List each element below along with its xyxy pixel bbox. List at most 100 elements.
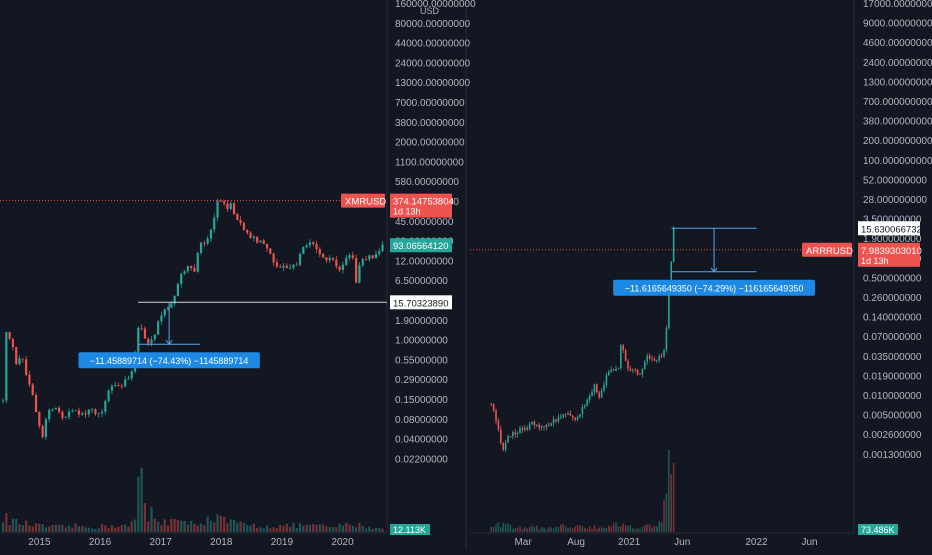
chart2-volume-bar [516, 527, 519, 532]
chart1-volume-bar [269, 528, 272, 532]
chart1-candle [48, 408, 51, 423]
chart2-volume-bar [526, 528, 529, 532]
chart2-measure-label-bg[interactable] [613, 279, 815, 296]
chart2-volume-bar [562, 524, 565, 532]
chart2-candle [605, 372, 608, 388]
chart2-volume-bar [584, 528, 586, 532]
chart1-candle [298, 252, 302, 267]
chart1-volume-bar [196, 525, 199, 532]
chart1-candle [239, 216, 242, 226]
chart1-volume-bar [322, 524, 325, 532]
chart1-volume-bar [180, 520, 183, 532]
chart2-candle [627, 359, 629, 372]
chart1-volume-bar [302, 525, 305, 532]
chart1-volume-bar [190, 520, 193, 532]
chart1-volume-bar [21, 525, 24, 532]
chart1-volume-bar [272, 527, 275, 532]
chart2-volume-bar [641, 526, 644, 532]
chart1-y-tick-label: 0.08000000 [395, 415, 448, 426]
chart1-volume-bar [338, 523, 341, 532]
chart2-x-tick-label: Mar [514, 537, 532, 548]
chart1-candle [21, 358, 24, 363]
chart2-candle [608, 369, 610, 376]
chart1-volume-bar [335, 527, 338, 532]
chart1-measure-label-bg[interactable] [78, 352, 260, 369]
chart1-candle [315, 240, 318, 253]
chart1-volume-bar [153, 518, 156, 532]
chart2-candle [593, 383, 596, 396]
chart2-volume-bar [648, 524, 651, 532]
chart2-candle [562, 413, 565, 419]
chart1-last-price-countdown: 1d 13h [393, 207, 421, 217]
chart1-x-tick-label: 2020 [331, 537, 354, 548]
chart1-candle [124, 375, 127, 388]
chart2-last-price-badge [858, 242, 920, 267]
chart2-volume-bar [504, 523, 507, 532]
chart1-candle [295, 261, 298, 266]
chart1-candle [58, 405, 61, 414]
chart1-volume-bar [308, 524, 312, 532]
chart2-candle [653, 356, 656, 362]
chart2-volume-bar [490, 526, 493, 532]
chart2-volume-bar [624, 525, 627, 532]
chart2-candle [596, 383, 598, 394]
chart1-volume-bar [325, 526, 328, 532]
chart2-candle [490, 403, 493, 407]
chart2-y-tick-label: 380.000000000 [863, 117, 932, 128]
chart1-volume-bar [279, 524, 282, 532]
chart1-volume-bar [127, 526, 130, 532]
chart1-volume-bar [157, 521, 160, 532]
chart2-volume-bar [492, 527, 495, 532]
chart2-volume-bar [629, 525, 632, 532]
chart2-volume-bar [622, 523, 625, 532]
chart1-candle [196, 251, 199, 273]
chart1-candle [5, 331, 8, 404]
chart1-price-label-bg [390, 295, 452, 310]
chart1-volume-bar [41, 524, 44, 532]
chart1-y-tick-label: 0.29000000 [395, 375, 448, 386]
chart2-last-price-value: 7.9839303010 [861, 246, 922, 257]
chart2-candle [564, 413, 567, 418]
chart2-volume-bar [519, 526, 521, 532]
chart1-candle [107, 388, 110, 403]
chart1-volume-bar [282, 525, 285, 532]
chart1-volume-bar [368, 526, 371, 532]
chart1-x-tick-label: 2016 [89, 537, 112, 548]
chart1-volume-bar [355, 527, 358, 532]
chart2-candle [634, 368, 637, 373]
chart1-volume-bar [295, 528, 298, 532]
chart1-volume-bar [51, 524, 54, 532]
chart2-candle [588, 393, 591, 404]
chart2-y-tick-label: 28.000000000 [863, 195, 927, 206]
chart1-candle [157, 320, 160, 336]
chart1-symbol-tag-bg [341, 193, 385, 208]
chart2-volume-bar [644, 525, 646, 532]
chart2-volume-bar [507, 523, 509, 532]
chart1-candle [100, 409, 104, 417]
chart2-volume-bar [572, 528, 574, 532]
chart2-symbol-tag-bg [802, 242, 852, 257]
chart2-candle [576, 415, 579, 422]
chart2-candle [543, 426, 545, 431]
chart1-volume-bar [328, 526, 331, 532]
chart1-candle [8, 331, 11, 341]
chart1-price-label-bg [390, 238, 452, 253]
chart1-volume-bar [28, 525, 31, 532]
chart2-volume-bar [656, 526, 658, 532]
chart1-volume-bar [223, 516, 226, 532]
chart1-volume-bar [130, 520, 133, 532]
chart1-volume-bar [275, 528, 279, 532]
chart2-volume-bar [540, 526, 543, 532]
chart1-volume-bar [137, 476, 140, 532]
chart1-volume-bar [120, 524, 123, 532]
chart2-price-label-bg [858, 221, 920, 236]
chart1-candle [77, 407, 81, 418]
chart1-candle [285, 263, 288, 269]
chart1-volume-bar [97, 528, 100, 532]
chart1-candle [216, 198, 219, 222]
chart1-y-tick-label: 13000.00000000 [395, 78, 471, 89]
chart2-candle [629, 366, 632, 372]
chart2-y-tick-label: 52.000000000 [863, 175, 927, 186]
